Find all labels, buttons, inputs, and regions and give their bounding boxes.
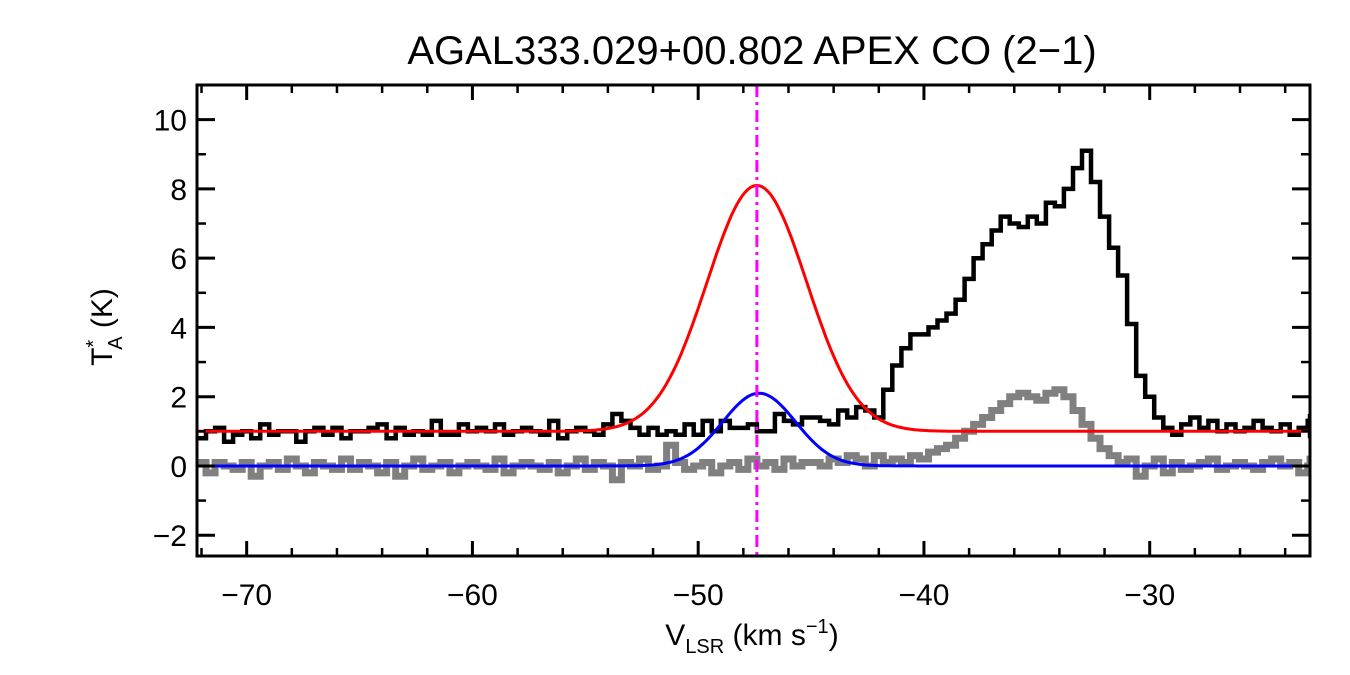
x-tick-label: −70 — [221, 579, 272, 612]
y-tick-label: −2 — [153, 520, 187, 553]
x-tick-label: −50 — [673, 579, 724, 612]
black-step-spectrum — [197, 148, 1310, 444]
red-gaussian-fit — [197, 183, 1310, 433]
x-axis-ticks: −70 −60 −50 −40 −30 — [200, 85, 1287, 612]
blue-gaussian-fit — [197, 391, 1310, 468]
plot-series-group — [197, 148, 1310, 484]
y-tick-label: 10 — [154, 105, 187, 138]
y-axis-label: T*A (K) — [83, 288, 127, 366]
x-tick-label: −60 — [447, 579, 498, 612]
y-tick-label: 2 — [170, 382, 187, 415]
y-tick-label: 6 — [170, 243, 187, 276]
x-tick-label: −40 — [899, 579, 950, 612]
y-tick-label: 4 — [170, 312, 187, 345]
chart-title: AGAL333.029+00.802 APEX CO (2−1) — [407, 29, 1096, 73]
y-axis-ticks: −2 0 2 4 6 8 10 — [153, 83, 1310, 553]
y-tick-label: 0 — [170, 451, 187, 484]
plot-frame — [195, 83, 1312, 558]
x-tick-label: −30 — [1124, 579, 1175, 612]
y-tick-label: 8 — [170, 174, 187, 207]
plot-data-layer — [197, 85, 1310, 556]
x-axis-label: VLSR (km s−1) — [665, 616, 838, 658]
